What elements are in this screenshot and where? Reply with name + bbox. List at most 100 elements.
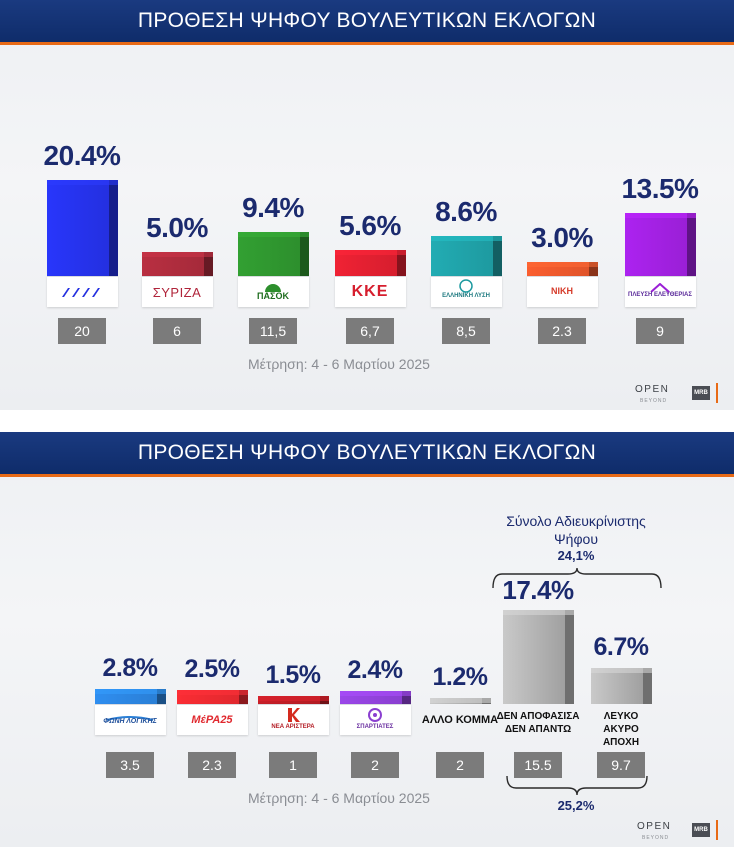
brand-sub: BEYOND	[642, 835, 670, 841]
bar	[334, 250, 406, 276]
party-logo-text: ΝΙΚΗ	[551, 286, 573, 296]
secondary-value: 3.5	[106, 752, 154, 778]
bar-side	[156, 689, 166, 704]
value-label: 1.2%	[432, 663, 488, 691]
foni-logikis-icon	[105, 709, 155, 721]
bar-top	[429, 698, 491, 703]
bar-face	[46, 180, 109, 276]
category-label-other: ΑΛΛΟ ΚΟΜΜΑ	[421, 714, 499, 726]
bar	[339, 691, 411, 704]
bar-top	[430, 236, 502, 241]
chart-title: ΠΡΟΘΕΣΗ ΨΗΦΟΥ ΒΟΥΛΕΥΤΙΚΩΝ ΕΚΛΟΓΩΝ	[0, 432, 734, 477]
bar-side	[642, 668, 652, 704]
bar-side	[396, 250, 406, 276]
party-logo: ΝΙΚΗ	[526, 276, 598, 307]
secondary-value: 8,5	[442, 318, 490, 344]
secondary-value: 2	[436, 752, 484, 778]
party-logo: ΣΥΡΙΖΑ	[141, 276, 213, 307]
chart-title: ΠΡΟΘΕΣΗ ΨΗΦΟΥ ΒΟΥΛΕΥΤΙΚΩΝ ΕΚΛΟΓΩΝ	[0, 0, 734, 45]
bar	[429, 698, 491, 704]
party-logo: ΜέΡΑ25	[176, 704, 248, 735]
party-logo-text: ΣΠΑΡΤΙΑΤΕΣ	[356, 724, 394, 730]
party-logo-text: ΠΑΣΟΚ	[257, 291, 289, 301]
value-label: 13.5%	[621, 173, 699, 204]
bar-face	[502, 610, 565, 704]
plefsi-logo-icon	[650, 280, 670, 293]
bar-side	[108, 180, 118, 276]
bar-top	[624, 213, 696, 218]
party-logo-text: KKE	[351, 283, 389, 300]
brand-sub: BEYOND	[640, 398, 668, 404]
bar-side	[203, 252, 213, 276]
secondary-value: 20	[58, 318, 106, 344]
chart-panel-bottom: ΠΡΟΘΕΣΗ ΨΗΦΟΥ ΒΟΥΛΕΥΤΙΚΩΝ ΕΚΛΟΓΩΝ 2.8% ΦΩ…	[0, 432, 734, 847]
bar-side	[299, 232, 309, 276]
pasok-sun-icon	[258, 279, 288, 300]
value-label: 5.0%	[146, 212, 208, 243]
bar-top	[334, 250, 406, 255]
bar-top	[176, 690, 248, 695]
value-label: 1.5%	[265, 661, 321, 689]
nea-aristera-icon	[285, 707, 301, 723]
party-logo: ΕΛΛΗΝΙΚΗ ΛΥΣΗ	[430, 276, 502, 307]
party-logo-text: ΠΛΕΥΣΗ ΕΛΕΥΘΕΡΙΑΣ	[628, 292, 692, 298]
value-label: 8.6%	[435, 196, 497, 227]
bar	[46, 180, 118, 276]
bar-top	[526, 262, 598, 267]
bar-top	[502, 610, 574, 615]
chart-panel-top: ΠΡΟΘΕΣΗ ΨΗΦΟΥ ΒΟΥΛΕΥΤΙΚΩΝ ΕΚΛΟΓΩΝ 20.4% 2…	[0, 0, 734, 410]
secondary-value: 2.3	[188, 752, 236, 778]
value-label: 2.5%	[184, 655, 240, 683]
mrb-logo: MRB	[692, 386, 710, 400]
bar-side	[588, 262, 598, 276]
party-logo: ΝΕΑ ΑΡΙΣΤΕΡΑ	[257, 704, 329, 735]
party-logo	[46, 276, 118, 307]
bar	[141, 252, 213, 276]
survey-note: Μέτρηση: 4 - 6 Μαρτίου 2025	[248, 790, 430, 806]
bar	[430, 236, 502, 276]
secondary-value: 9	[636, 318, 684, 344]
category-label-undecided: ΔΕΝ ΑΠΟΦΑΣΙΣΑ ΔΕΝ ΑΠΑΝΤΩ	[496, 711, 580, 735]
party-logo-text: ΜέΡΑ25	[191, 714, 233, 726]
annotation-heading: Σύνολο Αδιευκρίνιστης Ψήφου	[506, 513, 646, 547]
bar-side	[564, 610, 574, 704]
value-label: 3.0%	[531, 222, 593, 253]
party-logo: ΠΛΕΥΣΗ ΕΛΕΥΘΕΡΙΑΣ	[624, 276, 696, 307]
survey-note: Μέτρηση: 4 - 6 Μαρτίου 2025	[248, 356, 430, 372]
value-label: 9.4%	[242, 192, 304, 223]
bracket-bottom	[506, 776, 648, 796]
category-label-blank: ΛΕΥΚΟ ΑΚΥΡΟ ΑΠΟΧΗ	[602, 711, 640, 748]
brand-accent	[716, 820, 718, 840]
party-logo-text: ΦΩΝΗ ΛΟΓΙΚΗΣ	[103, 718, 157, 725]
secondary-value: 2	[351, 752, 399, 778]
bar-side	[492, 236, 502, 276]
secondary-value: 9.7	[597, 752, 645, 778]
bar-face	[590, 668, 643, 704]
bar	[257, 696, 329, 704]
bar-face	[624, 213, 687, 276]
bar-side	[686, 213, 696, 276]
bar-side	[401, 691, 411, 704]
secondary-value: 11,5	[249, 318, 297, 344]
value-label: 17.4%	[502, 575, 574, 605]
value-label: 6.7%	[593, 633, 649, 661]
secondary-value: 6,7	[346, 318, 394, 344]
secondary-value: 15.5	[514, 752, 562, 778]
bar-top	[257, 696, 329, 701]
party-logo: ΦΩΝΗ ΛΟΓΙΚΗΣ	[94, 704, 166, 735]
bar-top	[94, 689, 166, 694]
bar-top	[237, 232, 309, 237]
bar	[176, 690, 248, 704]
bar	[590, 668, 652, 704]
brand-logo: OPEN	[637, 821, 672, 832]
annotation-bottom-total: 25,2%	[557, 798, 595, 813]
nd-logo-icon	[60, 285, 104, 297]
bar-top	[590, 668, 652, 673]
elliniki-lysi-logo-icon	[458, 279, 474, 293]
party-logo: ΣΠΑΡΤΙΑΤΕΣ	[339, 704, 411, 735]
bar	[526, 262, 598, 276]
bracket-top	[492, 568, 662, 589]
mrb-logo: MRB	[692, 823, 710, 837]
party-logo-text: ΕΛΛΗΝΙΚΗ ΛΥΣΗ	[442, 293, 490, 299]
bar-top	[46, 180, 118, 185]
